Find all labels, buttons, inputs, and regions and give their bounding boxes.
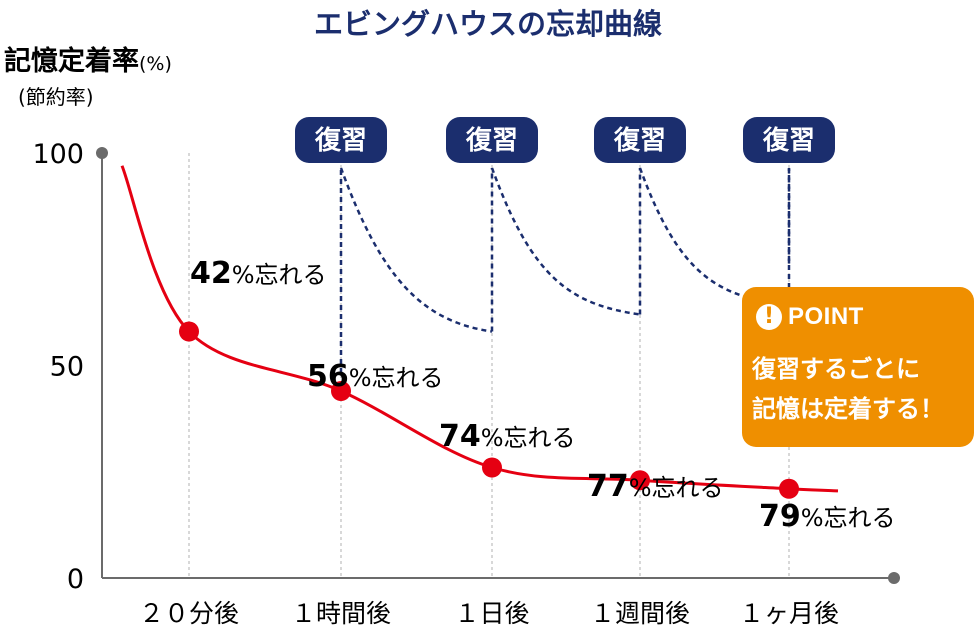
review-badge <box>743 117 835 163</box>
y-tick-label: 100 <box>32 139 84 170</box>
y-axis-end-dot <box>96 147 108 159</box>
data-label-number: 42 <box>190 256 232 291</box>
y-tick-labels: 100 50 0 <box>32 139 84 595</box>
point-message-line1: 復習するごとに <box>752 355 920 383</box>
review-curves <box>339 167 804 373</box>
x-tick-label: １週間後 <box>590 599 690 628</box>
x-tick-label: １ヶ月後 <box>739 599 839 628</box>
gridlines <box>188 153 790 578</box>
data-label-suffix: %忘れる <box>232 261 327 289</box>
data-label-number: 77 <box>587 469 629 504</box>
data-label-suffix: %忘れる <box>349 364 444 392</box>
data-label: 74%忘れる <box>439 419 576 454</box>
data-label-number: 56 <box>307 359 349 394</box>
review-badge-label: 復習 <box>465 125 518 156</box>
x-tick-label: １日後 <box>454 599 529 628</box>
review-badge <box>594 117 686 163</box>
data-label-number: 79 <box>759 499 801 534</box>
review-badge-label: 復習 <box>314 125 367 156</box>
data-label-suffix: %忘れる <box>629 474 724 502</box>
point-message-line2: 記憶は定着する！ <box>752 395 944 423</box>
point-label: POINT <box>788 303 864 330</box>
data-label: 77%忘れる <box>587 469 724 504</box>
retention-series <box>120 165 839 499</box>
y-axis-title: 記憶定着率(%) <box>4 45 172 77</box>
y-axis-title-unit: (%) <box>139 53 172 75</box>
data-label-number: 74 <box>439 419 481 454</box>
review-decay-curve-2 <box>638 167 790 308</box>
data-label: 56%忘れる <box>307 359 444 394</box>
data-point-1 <box>331 381 351 401</box>
y-axis-title-main: 記憶定着率 <box>4 45 139 77</box>
data-label: 42%忘れる <box>190 256 327 291</box>
review-decay-curve-0 <box>339 167 493 333</box>
y-tick-label: 50 <box>50 352 84 383</box>
axes <box>96 147 900 584</box>
x-tick-label: １時間後 <box>291 599 391 628</box>
review-decay-curve-1 <box>490 167 641 316</box>
review-badge-label: 復習 <box>613 125 666 156</box>
point-message: 復習するごとに 記憶は定着する！ <box>752 349 968 429</box>
review-badge-label: 復習 <box>762 125 815 156</box>
exclamation-icon: ! <box>756 304 782 330</box>
x-axis-end-dot <box>888 572 900 584</box>
chart-title: エビングハウスの忘却曲線 <box>314 7 662 41</box>
y-axis-subtitle: (節約率) <box>18 85 94 109</box>
data-point-3 <box>630 470 650 491</box>
data-label-suffix: %忘れる <box>481 424 576 452</box>
review-badge <box>446 117 538 163</box>
data-point-0 <box>179 321 199 342</box>
review-badges: 復習 復習 復習 復習 <box>295 117 835 163</box>
x-tick-label: ２０分後 <box>139 599 239 628</box>
point-callout: ! POINT 復習するごとに 記憶は定着する！ <box>742 287 974 447</box>
data-point-4 <box>779 478 799 499</box>
x-tick-labels: ２０分後 １時間後 １日後 １週間後 １ヶ月後 <box>139 599 839 628</box>
data-label: 79%忘れる <box>759 499 896 534</box>
point-header: ! POINT <box>756 303 864 331</box>
data-point-2 <box>482 457 502 478</box>
review-badge <box>295 117 387 163</box>
y-tick-label: 0 <box>67 564 84 595</box>
data-label-suffix: %忘れる <box>801 504 896 532</box>
review-spacer <box>789 168 804 264</box>
